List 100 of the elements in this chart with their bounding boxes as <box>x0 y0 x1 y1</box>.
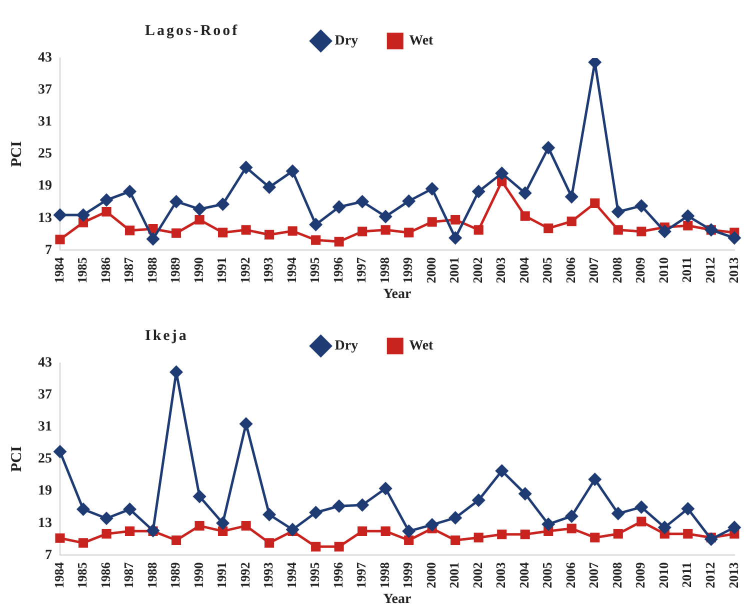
point <box>311 235 321 245</box>
point <box>54 445 66 458</box>
y-axis-title: PCI <box>8 141 25 168</box>
point <box>171 535 182 546</box>
point <box>334 236 344 246</box>
chart-title: Ikeja <box>145 328 188 344</box>
point <box>635 500 648 514</box>
legend-label: Dry <box>334 34 358 49</box>
legend-label: Wet <box>409 34 434 49</box>
x-tick-label: 2012 <box>702 562 718 588</box>
x-tick-label: 2007 <box>586 562 602 588</box>
point <box>566 524 576 534</box>
point <box>658 521 671 534</box>
point <box>683 220 693 230</box>
point <box>380 225 390 235</box>
x-tick-label: 2003 <box>493 562 508 588</box>
y-tick-label: 37 <box>38 388 52 403</box>
x-tick-label: 1989 <box>168 562 183 588</box>
point <box>146 232 160 246</box>
point <box>496 167 508 180</box>
point <box>613 225 623 235</box>
point <box>426 518 438 532</box>
point <box>544 224 554 234</box>
point <box>612 507 624 520</box>
point <box>102 529 112 539</box>
point <box>218 228 228 238</box>
x-tick-label: 1998 <box>376 256 392 284</box>
x-tick-label: 1991 <box>214 257 230 284</box>
x-tick-label: 2006 <box>562 562 578 588</box>
point <box>334 542 344 552</box>
point <box>426 182 438 196</box>
point <box>379 482 392 495</box>
x-tick-label: 1991 <box>214 562 230 588</box>
x-tick-label: 1993 <box>260 562 276 588</box>
point <box>356 498 369 512</box>
point <box>332 500 346 512</box>
x-tick-label: 2011 <box>679 562 694 588</box>
x-tick-label: 1990 <box>190 257 206 284</box>
point <box>288 226 298 236</box>
point <box>636 516 646 526</box>
x-tick-label: 1986 <box>98 562 113 588</box>
x-tick-label: 2001 <box>446 562 462 588</box>
x-tick-label: 1998 <box>376 562 392 588</box>
point <box>497 530 507 540</box>
point <box>682 210 694 222</box>
point <box>635 200 648 212</box>
x-tick-label: 2010 <box>656 562 671 588</box>
point <box>264 538 274 548</box>
point <box>78 538 88 548</box>
x-tick-label: 1990 <box>190 562 206 588</box>
x-tick-label: 1999 <box>400 562 416 588</box>
point <box>356 195 369 208</box>
x-tick-label: 1988 <box>144 256 160 284</box>
x-axis-title: Year <box>383 287 412 302</box>
x-tick-label: 2006 <box>562 256 578 284</box>
point <box>55 533 65 543</box>
x-tick-label: 1996 <box>330 562 346 588</box>
point <box>658 225 671 238</box>
point <box>427 217 437 227</box>
point <box>193 202 206 216</box>
point <box>124 503 136 516</box>
y-tick-label: 37 <box>38 82 52 98</box>
x-tick-label: 2004 <box>516 256 532 284</box>
point <box>55 234 65 244</box>
x-tick-label: 2013 <box>726 562 741 588</box>
point <box>100 194 113 206</box>
point <box>565 510 578 522</box>
point <box>590 198 600 208</box>
x-tick-label: 1984 <box>51 562 66 588</box>
point <box>450 214 460 225</box>
x-tick-label: 2000 <box>423 257 438 284</box>
point <box>565 190 578 204</box>
point <box>449 232 462 244</box>
x-tick-label: 1994 <box>284 562 299 588</box>
x-tick-label: 2010 <box>656 257 671 284</box>
y-tick-label: 13 <box>38 516 52 531</box>
point <box>218 526 228 536</box>
point <box>286 164 299 178</box>
x-tick-label: 2000 <box>423 562 438 588</box>
point <box>566 216 576 226</box>
x-tick-label: 1984 <box>51 256 66 284</box>
x-tick-label: 2003 <box>493 256 508 284</box>
point <box>404 228 414 238</box>
x-tick-label: 2012 <box>702 257 718 284</box>
point <box>124 526 135 536</box>
point <box>77 503 90 516</box>
point <box>402 194 416 208</box>
point <box>518 186 532 200</box>
y-tick-label: 25 <box>38 452 52 467</box>
x-tick-label: 1995 <box>307 256 322 284</box>
point <box>682 502 694 515</box>
y-tick-label: 19 <box>38 484 52 499</box>
x-tick-label: 1994 <box>284 256 299 284</box>
point <box>193 490 206 503</box>
point <box>100 512 113 525</box>
point <box>728 232 741 244</box>
point <box>310 506 322 519</box>
point <box>263 508 276 521</box>
y-tick-label: 43 <box>38 50 52 66</box>
x-tick-label: 2011 <box>679 257 694 282</box>
